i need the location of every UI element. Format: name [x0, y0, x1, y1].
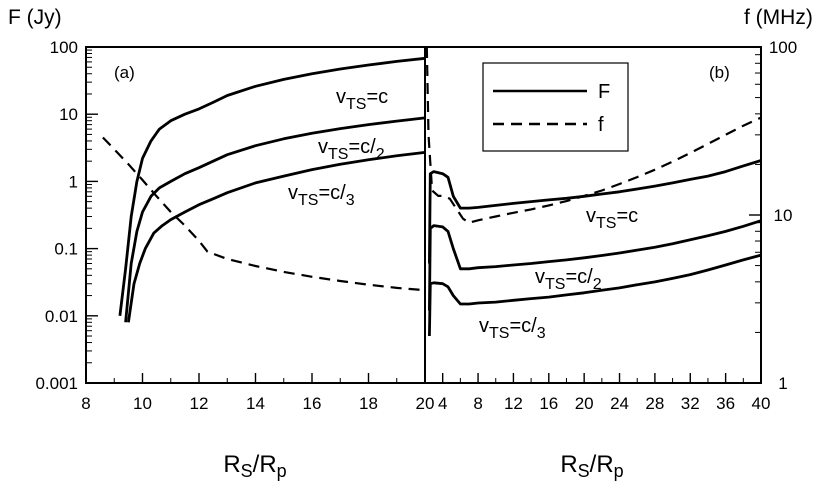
axis-ticks [85, 46, 762, 384]
curve-label-part: 3 [346, 192, 355, 209]
x-tick-label-b: 36 [716, 394, 735, 413]
solid-series-a-1 [124, 116, 426, 323]
dashed-series-a-3 [102, 136, 426, 292]
curve-label-part: =c/ [318, 182, 346, 204]
x-axis-title-part: R [223, 451, 240, 478]
x-axis-title-part: S [241, 461, 253, 481]
x-tick-label-b: 24 [610, 394, 629, 413]
curve-label-part: 2 [593, 276, 602, 293]
x-axis-title: RS/Rp [223, 451, 286, 481]
x-tick-label-b: 32 [681, 394, 700, 413]
curve-label-part: TS [545, 276, 565, 293]
x-axis-title-part: R [560, 451, 577, 478]
x-axis-title-part: p [277, 461, 287, 481]
y-tick-label: 100 [50, 38, 78, 57]
right-y-tick-label: 100 [769, 38, 797, 57]
right-y-tick-label: 1 [778, 374, 787, 393]
left-axis-title: F (Jy) [8, 6, 62, 29]
solid-series-a-0 [118, 56, 426, 316]
curve-label: vTS=c/2 [535, 266, 602, 293]
x-tick-label-a: 16 [303, 394, 322, 413]
curve-label: vTS=c/3 [479, 315, 546, 342]
curve-label-part: 2 [376, 146, 385, 163]
solid-series-b-1 [428, 219, 762, 311]
legend-box [482, 62, 629, 152]
y-tick-label: 0.01 [45, 307, 78, 326]
curve-label: vTS=c/2 [318, 136, 385, 163]
legend-label: f [598, 114, 604, 136]
curve-label-part: TS [298, 192, 318, 209]
series-lines [102, 46, 762, 337]
curve-label: vTS=c/3 [288, 182, 355, 209]
x-tick-label-b: 12 [504, 394, 523, 413]
curve-label-part: =c [366, 86, 388, 108]
curve-label-part: TS [346, 96, 366, 113]
curve-label: vTS=c [586, 205, 638, 232]
curve-label-part: =c/ [509, 315, 537, 337]
y-tick-label: 1 [69, 172, 78, 191]
x-tick-label-b: 20 [575, 394, 594, 413]
x-axis-title-part: S [578, 461, 590, 481]
curve-label: vTS=c [336, 86, 388, 113]
curve-label-part: v [318, 136, 328, 158]
dashed-series-b-3 [425, 46, 762, 224]
curve-label-part: TS [328, 146, 348, 163]
x-tick-label-a: 8 [81, 394, 90, 413]
plot-frame [85, 46, 762, 384]
right-y-tick-label: 10 [774, 206, 793, 225]
x-tick-label-b: 8 [473, 394, 482, 413]
curve-label-part: 3 [537, 325, 546, 342]
right-axis-title: f (MHz) [744, 6, 813, 29]
curve-label-part: v [586, 205, 596, 227]
x-tick-label-a: 20 [416, 394, 435, 413]
x-axis-title: RS/Rp [560, 451, 623, 481]
x-axis-title-part: /R [253, 451, 277, 478]
x-tick-label-a: 14 [246, 394, 265, 413]
solid-series-a-2 [127, 151, 426, 323]
x-tick-label-b: 28 [645, 394, 664, 413]
curve-label-part: v [288, 182, 298, 204]
x-tick-label-a: 12 [190, 394, 209, 413]
curve-label-part: =c/ [565, 266, 593, 288]
curve-label-part: =c/ [348, 136, 376, 158]
curve-label-part: TS [489, 325, 509, 342]
plot-frames [85, 46, 762, 384]
panel-tag-b: (b) [709, 63, 730, 82]
legend-label: F [598, 81, 610, 103]
x-tick-label-a: 18 [359, 394, 378, 413]
x-tick-label-b: 40 [752, 394, 771, 413]
x-tick-label-b: 16 [539, 394, 558, 413]
x-tick-label-b: 4 [438, 394, 447, 413]
curve-label-part: v [479, 315, 489, 337]
y-tick-label: 0.001 [35, 374, 78, 393]
legend: Ff [482, 62, 629, 152]
x-axis-title-part: p [614, 461, 624, 481]
curve-label-part: =c [616, 205, 638, 227]
y-tick-label: 10 [59, 105, 78, 124]
curve-label-part: v [336, 86, 346, 108]
solid-series-b-0 [428, 159, 762, 264]
panel-tag-a: (a) [114, 63, 135, 82]
x-tick-label-a: 10 [133, 394, 152, 413]
x-axis-title-part: /R [590, 451, 614, 478]
y-tick-label: 0.1 [54, 240, 78, 259]
curve-label-part: TS [596, 215, 616, 232]
curve-label-part: v [535, 266, 545, 288]
solid-series-b-2 [428, 253, 762, 337]
